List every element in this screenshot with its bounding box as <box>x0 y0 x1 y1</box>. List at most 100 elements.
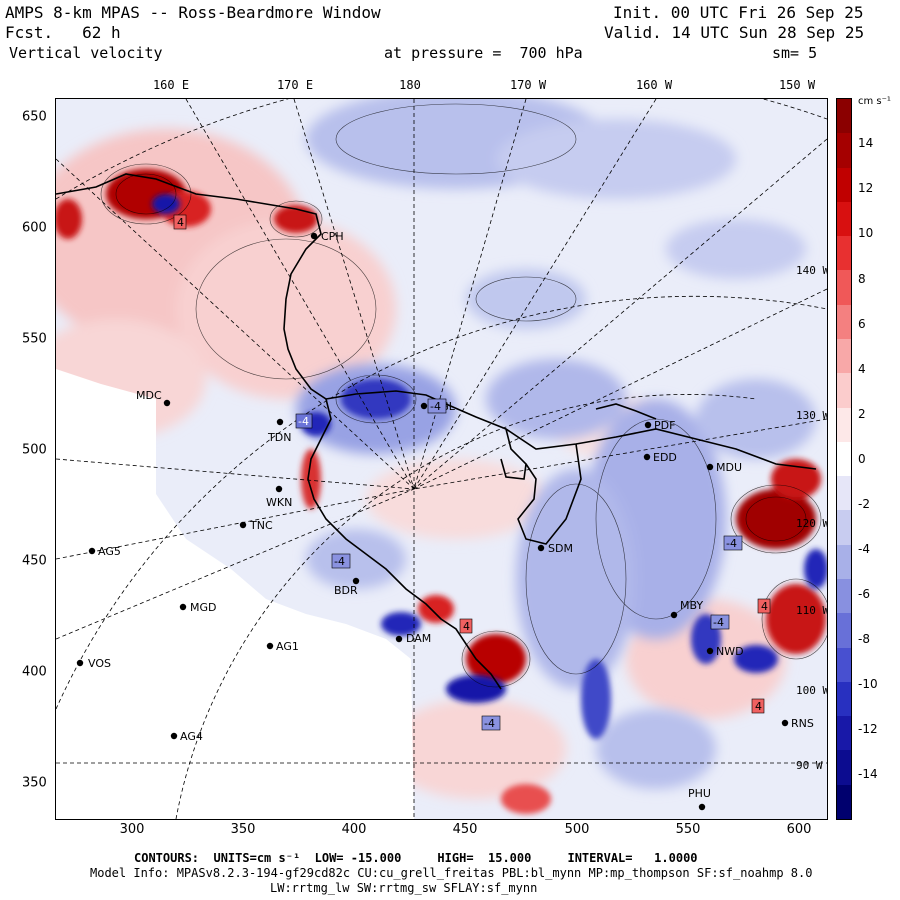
y-tick-600: 600 <box>22 220 47 236</box>
colorbar <box>836 98 852 820</box>
station-vos[interactable]: VOS <box>76 657 111 670</box>
svg-text:MBY: MBY <box>680 599 703 612</box>
lon-label-180: 180 <box>399 78 421 92</box>
colorbar-label-neg14: -14 <box>858 767 878 781</box>
station-bdr[interactable]: BDR <box>334 577 360 597</box>
station-ag5[interactable]: AG5 <box>88 545 121 558</box>
x-tick-350: 350 <box>230 822 256 837</box>
svg-text:-4: -4 <box>430 400 441 413</box>
station-sdm[interactable]: SDM <box>537 542 573 555</box>
station-cph[interactable]: CPH <box>310 230 344 243</box>
station-mgd[interactable]: MGD <box>179 601 217 614</box>
colorbar-segment <box>837 304 851 340</box>
colorbar-label-neg8: -8 <box>858 632 870 646</box>
lon-label-110w: 110 W <box>796 604 827 617</box>
colorbar-segment <box>837 339 851 374</box>
colorbar-segment <box>837 510 851 546</box>
colorbar-segment <box>837 579 851 614</box>
colorbar-label-neg2: -2 <box>858 497 870 511</box>
contour-value-labels: 4 -4 -4 -4 4 4 -4 4 -4 -4 <box>173 214 771 731</box>
svg-text:4: 4 <box>177 216 184 229</box>
contour-label-3: -4 <box>331 553 351 569</box>
station-dam[interactable]: DAM <box>395 632 431 645</box>
y-tick-650: 650 <box>22 109 47 125</box>
svg-text:SDM: SDM <box>548 542 573 555</box>
svg-text:RNS: RNS <box>791 717 814 730</box>
lon-label-100w: 100 W <box>796 684 827 697</box>
svg-text:-4: -4 <box>713 616 724 629</box>
svg-text:TNC: TNC <box>249 519 273 532</box>
lon-label-170e: 170 E <box>276 78 314 92</box>
station-mdc[interactable]: MDC <box>136 389 171 407</box>
svg-text:4: 4 <box>761 600 768 613</box>
missing-data-region <box>56 369 414 819</box>
colorbar-label-neg10: -10 <box>858 677 878 691</box>
negative-regions <box>296 99 816 789</box>
colorbar-label-neg6: -6 <box>858 587 870 601</box>
colorbar-segment <box>837 441 851 477</box>
x-tick-450: 450 <box>452 822 478 837</box>
contour-label-9: -4 <box>710 614 730 630</box>
station-edd[interactable]: EDD <box>643 451 677 464</box>
smoothing-value: sm= 5 <box>772 44 818 62</box>
lon-label-160e: 160 E <box>152 78 190 92</box>
y-tick-450: 450 <box>22 553 47 569</box>
contour-lines <box>100 103 827 688</box>
colorbar-segment <box>837 647 851 683</box>
colorbar-label-4: 4 <box>858 362 866 376</box>
colorbar-label-neg4: -4 <box>858 542 870 556</box>
coastline <box>56 173 817 690</box>
station-tdn[interactable]: TDN <box>267 418 291 444</box>
station-rns[interactable]: RNS <box>781 717 814 730</box>
colorbar-label-12: 12 <box>858 181 874 195</box>
colorbar-unit: cm s⁻¹ <box>858 96 891 107</box>
x-tick-300: 300 <box>119 822 145 837</box>
station-ag4[interactable]: AG4 <box>170 730 203 743</box>
lon-label-160w: 160 W <box>635 78 673 92</box>
station-phu[interactable]: PHU <box>688 787 711 811</box>
graticule <box>56 99 827 819</box>
station-ag1[interactable]: AG1 <box>266 640 299 653</box>
colorbar-segment <box>837 133 851 169</box>
svg-text:PDF: PDF <box>654 419 675 432</box>
contour-label-6: 4 <box>459 618 473 634</box>
station-nwd[interactable]: NWD <box>706 645 744 658</box>
colorbar-segment <box>837 681 851 717</box>
svg-text:MDC: MDC <box>136 389 162 402</box>
colorbar-label-2: 2 <box>858 407 866 421</box>
svg-text:NWD: NWD <box>716 645 744 658</box>
colorbar-segment <box>837 201 851 237</box>
contour-label-10: -4 <box>427 398 447 414</box>
svg-text:TDN: TDN <box>267 431 291 444</box>
y-tick-550: 550 <box>22 331 47 347</box>
colorbar-segment <box>837 750 851 786</box>
model-info: Model Info: MPASv8.2.3-194-gf29cd82c CU:… <box>90 866 813 880</box>
colorbar-segment <box>837 544 851 580</box>
station-wkn[interactable]: WKN <box>266 485 292 509</box>
colorbar-label-8: 8 <box>858 272 866 286</box>
svg-text:WKN: WKN <box>266 496 292 509</box>
valid-time: Valid. 14 UTC Sun 28 Sep 25 <box>604 23 865 42</box>
station-mdu[interactable]: MDU <box>706 461 742 474</box>
lon-label-150w: 150 W <box>778 78 816 92</box>
map-panel[interactable]: CPH MDC TDN WKN TNC BDR AG5 MGD AG1 VOS … <box>55 98 828 820</box>
init-time: Init. 00 UTC Fri 26 Sep 25 <box>613 3 864 22</box>
station-tnc[interactable]: TNC <box>239 519 273 532</box>
colorbar-label-6: 6 <box>858 317 866 331</box>
colorbar-segment <box>837 373 851 409</box>
lon-label-120w: 120 W <box>796 517 827 530</box>
svg-text:BDR: BDR <box>334 584 358 597</box>
y-tick-500: 500 <box>22 442 47 458</box>
svg-text:AG4: AG4 <box>180 730 203 743</box>
colorbar-segment <box>837 236 851 271</box>
svg-text:AG5: AG5 <box>98 545 121 558</box>
lon-label-90w: 90 W <box>796 759 823 772</box>
contour-info: CONTOURS: UNITS=cm s⁻¹ LOW= -15.000 HIGH… <box>134 851 698 865</box>
station-mby[interactable]: MBY <box>670 599 704 619</box>
y-tick-400: 400 <box>22 664 47 680</box>
colorbar-label-14: 14 <box>858 136 874 150</box>
station-pdf[interactable]: PDF <box>644 419 676 432</box>
colorbar-segment <box>837 716 851 751</box>
svg-text:MGD: MGD <box>190 601 217 614</box>
field-name: Vertical velocity <box>9 44 163 62</box>
